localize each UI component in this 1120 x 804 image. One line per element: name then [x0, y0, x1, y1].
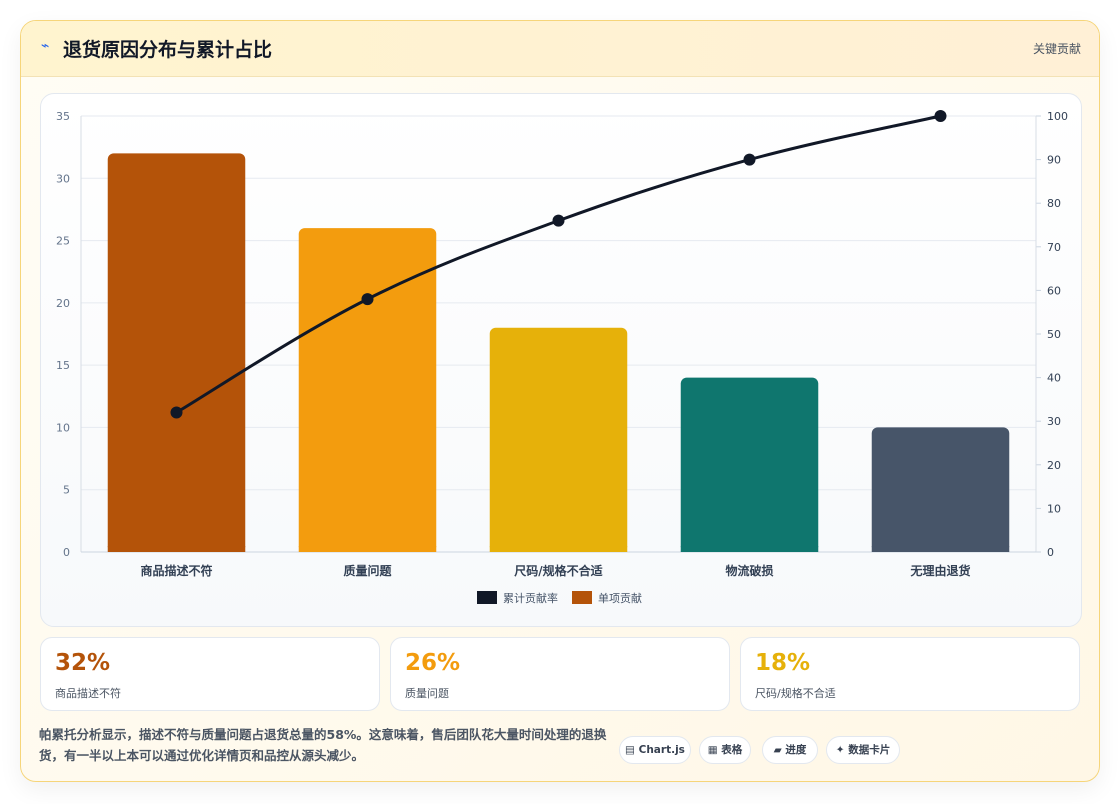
- y-tick-label: 5: [63, 484, 70, 497]
- key-contribution-label: 关键贡献: [1032, 42, 1081, 56]
- y2-tick-label: 100: [1047, 110, 1068, 123]
- progress-icon: ▰: [773, 744, 782, 756]
- table-tag[interactable]: ▦ 表格: [699, 736, 751, 764]
- bar: [871, 427, 1010, 552]
- stat-card: 26% 质量问题: [390, 637, 730, 711]
- x-tick-label: 质量问题: [343, 563, 392, 578]
- cumulative-point: [170, 406, 183, 419]
- y2-tick-label: 30: [1047, 415, 1061, 428]
- y-tick-label: 10: [56, 421, 70, 434]
- table-icon: ▤: [625, 744, 635, 756]
- chart-panel: 0 5 10 15 20 25 30 35 0 10 20 30 40 50 60 70 80 90 100 商品描述…: [40, 93, 1082, 627]
- cumulative-point: [552, 214, 565, 227]
- pill-label: Chart.js: [638, 744, 685, 756]
- bar-base: [489, 546, 628, 552]
- stat-value: 26%: [405, 650, 461, 676]
- y2-tick-label: 70: [1047, 241, 1061, 254]
- chart-title: 退货原因分布与累计占比: [63, 39, 273, 61]
- x-tick-label: 商品描述不符: [140, 563, 212, 578]
- y2-tick-label: 20: [1047, 459, 1061, 472]
- legend-label: 单项贡献: [598, 591, 642, 605]
- y-tick-label: 0: [63, 546, 70, 559]
- cumulative-point: [934, 110, 947, 122]
- stat-label: 商品描述不符: [55, 687, 121, 700]
- x-tick-label: 尺码/规格不合适: [514, 563, 602, 578]
- progress-tag[interactable]: ▰ 进度: [762, 736, 818, 764]
- data-card-tag[interactable]: ✦ 数据卡片: [826, 736, 900, 764]
- y-tick-label: 30: [56, 172, 70, 185]
- pill-label: 表格: [721, 744, 743, 756]
- chart-line-icon: ⌁: [41, 38, 50, 54]
- pill-label: 数据卡片: [848, 744, 891, 756]
- bar: [298, 228, 437, 552]
- y2-tick-label: 40: [1047, 372, 1061, 385]
- chartjs-tag[interactable]: ▤ Chart.js: [619, 736, 691, 764]
- y-tick-label: 20: [56, 297, 70, 310]
- stat-value: 18%: [755, 650, 811, 676]
- bar-base: [298, 546, 437, 552]
- legend-swatch: [477, 591, 497, 604]
- bar: [107, 153, 246, 552]
- stat-label: 尺码/规格不合适: [755, 687, 836, 700]
- stat-label: 质量问题: [405, 687, 449, 700]
- bar: [489, 327, 628, 552]
- pill-label: 进度: [785, 744, 807, 756]
- legend-label: 累计贡献率: [503, 591, 558, 605]
- y2-tick-label: 60: [1047, 284, 1061, 297]
- bar: [680, 377, 819, 552]
- analysis-footnote: 帕累托分析显示，描述不符与质量问题占退货总量的58%。这意味着，售后团队花大量时…: [39, 727, 607, 763]
- bar-base: [107, 546, 246, 552]
- y2-tick-label: 50: [1047, 328, 1061, 341]
- y2-tick-label: 80: [1047, 197, 1061, 210]
- stat-card: 32% 商品描述不符: [40, 637, 380, 711]
- table-icon: ▦: [707, 744, 718, 756]
- y-tick-label: 35: [56, 110, 70, 123]
- y-tick-label: 25: [56, 235, 70, 248]
- stat-value: 32%: [55, 650, 111, 676]
- cumulative-point: [361, 293, 374, 306]
- y2-tick-label: 90: [1047, 154, 1061, 167]
- chart-card: ⌁ 退货原因分布与累计占比 关键贡献 0 5 10 15 20 25 30 35 0 10 20 30…: [20, 20, 1100, 782]
- y2-tick-label: 10: [1047, 502, 1061, 515]
- y-tick-label: 15: [56, 359, 70, 372]
- cumulative-point: [743, 153, 756, 166]
- x-tick-label: 无理由退货: [909, 563, 970, 578]
- bar-base: [871, 546, 1010, 552]
- y2-tick-label: 0: [1047, 546, 1054, 559]
- bar-base: [680, 546, 819, 552]
- legend-swatch: [572, 591, 592, 604]
- pareto-chart: 0 5 10 15 20 25 30 35 0 10 20 30 40 50 60 70 80 90 100 商品描述…: [56, 110, 1068, 605]
- sparkle-icon: ✦: [835, 744, 845, 756]
- stat-card: 18% 尺码/规格不合适: [740, 637, 1080, 711]
- card-header: ⌁ 退货原因分布与累计占比 关键贡献: [21, 21, 1099, 77]
- x-tick-label: 物流破损: [725, 563, 773, 578]
